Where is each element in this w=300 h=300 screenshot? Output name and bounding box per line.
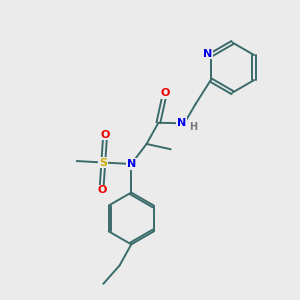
Text: N: N [177, 118, 187, 128]
Text: O: O [160, 88, 170, 98]
Text: S: S [99, 158, 107, 167]
Text: H: H [189, 122, 197, 132]
Text: O: O [100, 130, 110, 140]
Text: N: N [202, 49, 212, 58]
Text: N: N [127, 159, 136, 169]
Text: O: O [97, 185, 106, 196]
